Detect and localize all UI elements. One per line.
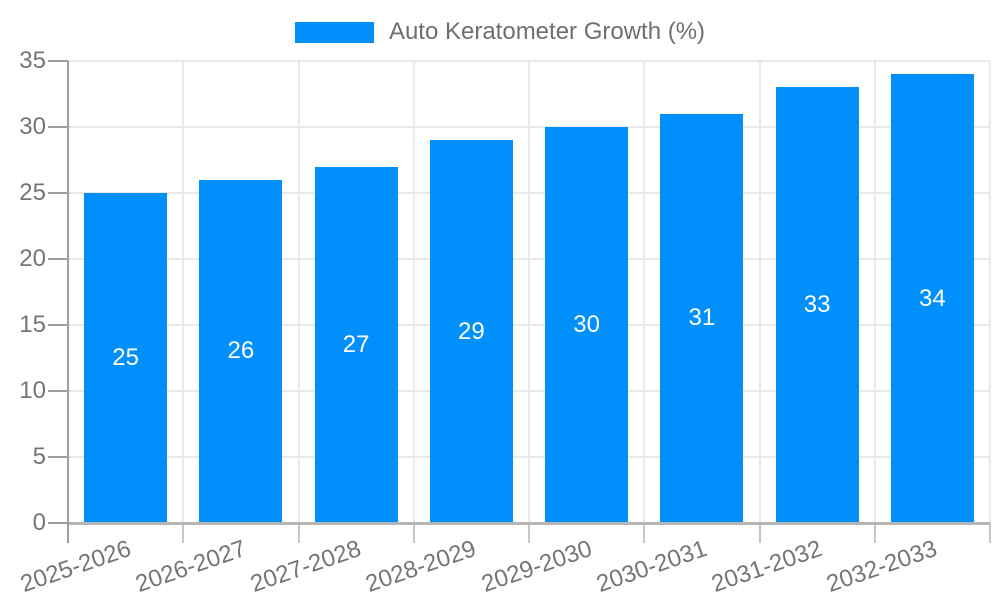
y-axis-tick (48, 258, 68, 260)
gridline-vertical (873, 61, 876, 523)
y-axis-tick-label: 20 (19, 245, 46, 272)
gridline-vertical (412, 61, 415, 523)
bar[interactable] (314, 166, 398, 523)
y-axis-tick (48, 192, 68, 194)
y-axis-tick (48, 324, 68, 326)
bar-value-label: 34 (919, 284, 946, 312)
gridline-vertical (297, 61, 300, 523)
gridline-vertical (758, 61, 761, 523)
bar[interactable] (775, 87, 859, 523)
y-axis-tick-label: 15 (19, 311, 46, 338)
bar[interactable] (84, 193, 168, 523)
legend-label: Auto Keratometer Growth (%) (388, 18, 706, 45)
bar-value-label: 26 (227, 337, 255, 365)
legend: Auto Keratometer Growth (%) (0, 18, 1000, 46)
bar-value-label: 31 (688, 304, 716, 332)
x-axis-line (68, 522, 990, 525)
legend-swatch (294, 21, 374, 43)
legend-item[interactable]: Auto Keratometer Growth (%) (294, 18, 706, 46)
bar[interactable] (545, 127, 629, 523)
gridline-vertical (182, 61, 185, 523)
bar-value-label: 29 (458, 317, 485, 345)
x-axis-tick (412, 523, 415, 543)
y-axis-tick-label: 0 (32, 509, 46, 536)
bar[interactable] (199, 179, 283, 523)
bar-value-label: 33 (803, 291, 831, 319)
y-axis-tick (48, 60, 68, 62)
y-axis-tick-label: 25 (19, 179, 46, 206)
x-axis-tick (528, 523, 530, 543)
gridline-vertical (528, 61, 530, 523)
x-axis-tick (758, 523, 761, 543)
bar[interactable] (660, 113, 744, 523)
bar-value-label: 25 (112, 344, 139, 371)
y-axis-tick (48, 390, 68, 392)
x-axis-tick (297, 523, 300, 543)
y-axis-tick-label: 30 (19, 113, 46, 140)
y-axis-tick-label: 5 (32, 443, 46, 470)
x-axis-tick (643, 523, 646, 543)
y-axis-tick (48, 456, 68, 458)
gridline-vertical (643, 61, 646, 523)
bar[interactable] (890, 74, 974, 523)
bar-value-label: 27 (342, 330, 370, 358)
bar[interactable] (429, 140, 513, 523)
x-axis-tick (989, 523, 991, 543)
y-axis-tick-label: 10 (19, 377, 46, 404)
x-axis-tick (182, 523, 185, 543)
x-axis-tick (873, 523, 876, 543)
y-axis-line (67, 61, 69, 543)
gridline-vertical (989, 61, 991, 523)
y-axis-tick-label: 35 (19, 47, 46, 74)
bar-value-label: 30 (573, 311, 600, 338)
y-axis-tick (48, 126, 68, 128)
y-axis-tick (48, 522, 68, 524)
